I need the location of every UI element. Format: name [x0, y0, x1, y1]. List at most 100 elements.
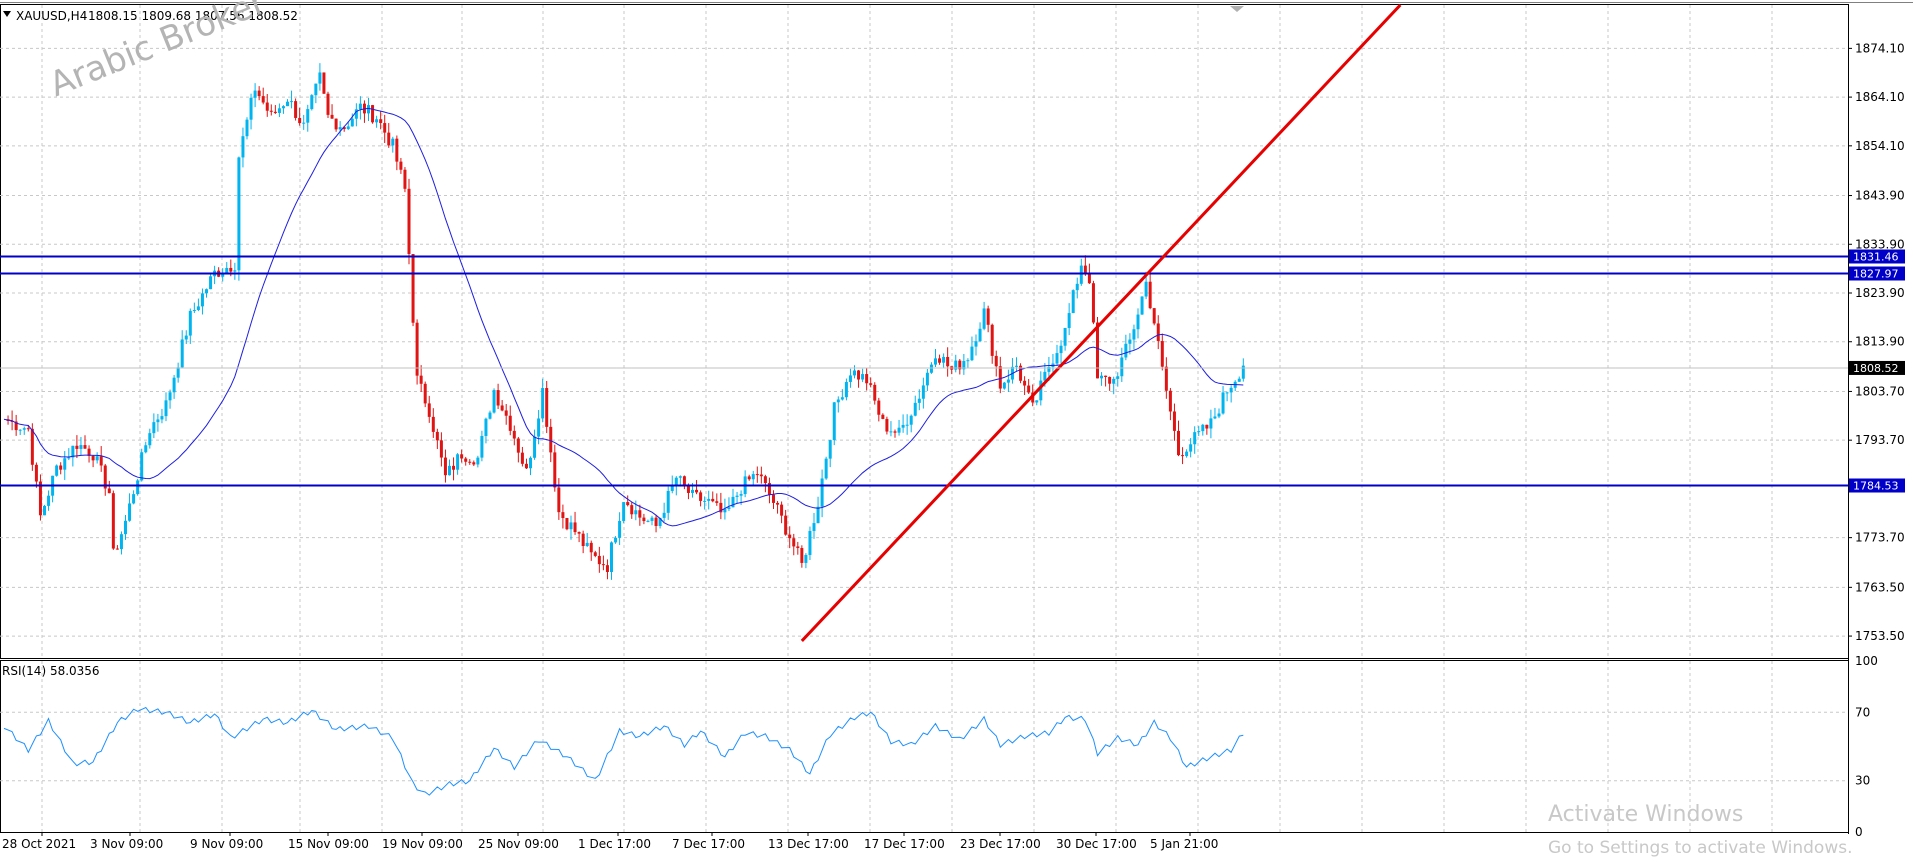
candle-body [225, 267, 229, 274]
candle-body [873, 384, 877, 401]
candle-body [1091, 283, 1095, 323]
candle-body [314, 83, 318, 96]
candle-body [1172, 411, 1176, 431]
time-tick-label: 19 Nov 09:00 [382, 837, 463, 851]
candle-body [379, 119, 383, 124]
activation-title: Activate Windows [1548, 802, 1744, 827]
candle-body [176, 367, 180, 378]
candle-body [1019, 365, 1023, 381]
candle-body [1104, 375, 1108, 377]
candle-body [415, 322, 419, 376]
candle-body [452, 465, 456, 470]
candle-body [958, 360, 962, 370]
time-tick-label: 30 Dec 17:00 [1056, 837, 1137, 851]
candle-body [1108, 376, 1112, 384]
candle-body [269, 110, 273, 112]
candle-body [581, 533, 585, 547]
candle-body [448, 465, 451, 476]
candle-body [885, 418, 889, 432]
time-tick-label: 15 Nov 09:00 [288, 837, 369, 851]
candle-body [403, 169, 407, 189]
candle-body [533, 436, 537, 458]
candle-body [257, 90, 261, 97]
candle-body [788, 534, 792, 539]
candle-body [840, 397, 844, 400]
candle-body [253, 90, 257, 98]
candle-body [468, 461, 472, 463]
candle-body [755, 474, 759, 476]
dropdown-triangle-icon[interactable] [3, 11, 11, 17]
chart-overlays: 1831.46 1827.97 1784.53 1808.52 [0, 3, 1905, 642]
main-window-frame [0, 4, 1849, 659]
candle-body [55, 465, 59, 476]
candle-body [1063, 328, 1067, 346]
candle-body [654, 517, 658, 526]
candle-body [638, 510, 642, 518]
candle-body [942, 356, 946, 363]
candle-body [751, 474, 755, 480]
candle-body [443, 457, 447, 476]
candle-body [233, 270, 237, 272]
candle-body [1027, 385, 1031, 393]
candle-body [853, 370, 856, 376]
candle-body [22, 428, 26, 430]
candle-body [391, 138, 395, 146]
candle-body [727, 507, 731, 510]
candle-body [504, 410, 508, 416]
candle-body [622, 502, 626, 521]
candle-body [407, 188, 411, 255]
candle-body [99, 456, 103, 466]
candle-body [156, 419, 160, 423]
candle-body [209, 276, 213, 290]
candle-body [1035, 400, 1039, 403]
price-tick-label: 1763.50 [1855, 580, 1905, 594]
candle-body [1156, 323, 1160, 342]
price-tick-label: 1813.90 [1855, 335, 1905, 349]
candle-body [249, 97, 253, 120]
candle-body [1116, 376, 1120, 379]
candle-body [354, 109, 358, 119]
candle-body [1168, 390, 1172, 412]
activation-subtitle: Go to Settings to activate Windows. [1548, 838, 1853, 858]
candle-body [634, 510, 638, 515]
candle-body [245, 119, 249, 137]
candle-body [152, 422, 156, 434]
candle-body [484, 418, 488, 436]
candle-body [205, 289, 208, 294]
level-price-text: 1831.46 [1853, 251, 1899, 264]
candle-body [318, 72, 322, 84]
candle-body [561, 512, 565, 519]
candle-body [10, 420, 14, 422]
time-tick-label: 25 Nov 09:00 [478, 837, 559, 851]
candle-body [1047, 366, 1051, 372]
candle-body [1124, 343, 1128, 358]
candle-body [1144, 281, 1148, 297]
candle-body [38, 481, 42, 516]
candle-body [699, 492, 703, 501]
price-tick-label: 1833.90 [1855, 237, 1905, 251]
candle-body [549, 426, 553, 453]
candle-body [820, 478, 824, 507]
candle-body [577, 532, 581, 534]
candle-body [492, 390, 496, 413]
candle-body [302, 122, 306, 124]
time-tick-label: 5 Jan 21:00 [1150, 837, 1218, 851]
candle-body [14, 421, 18, 431]
candle-body [557, 487, 561, 513]
candle-body [172, 377, 176, 393]
candle-body [334, 118, 338, 130]
shift-marker-icon[interactable] [1230, 6, 1244, 12]
candle-body [1055, 353, 1059, 364]
candle-body [294, 101, 298, 118]
candle-body [277, 108, 281, 113]
candle-body [286, 101, 289, 107]
candle-body [330, 114, 334, 119]
candle-body [970, 346, 974, 361]
price-tick-label: 1874.10 [1855, 41, 1905, 55]
candle-body [695, 489, 699, 493]
ohlc-values: 1808.15 1809.68 1807.56 1808.52 [88, 9, 298, 23]
candle-body [136, 480, 140, 495]
candle-body [516, 438, 520, 453]
trendline[interactable] [800, 3, 1402, 642]
